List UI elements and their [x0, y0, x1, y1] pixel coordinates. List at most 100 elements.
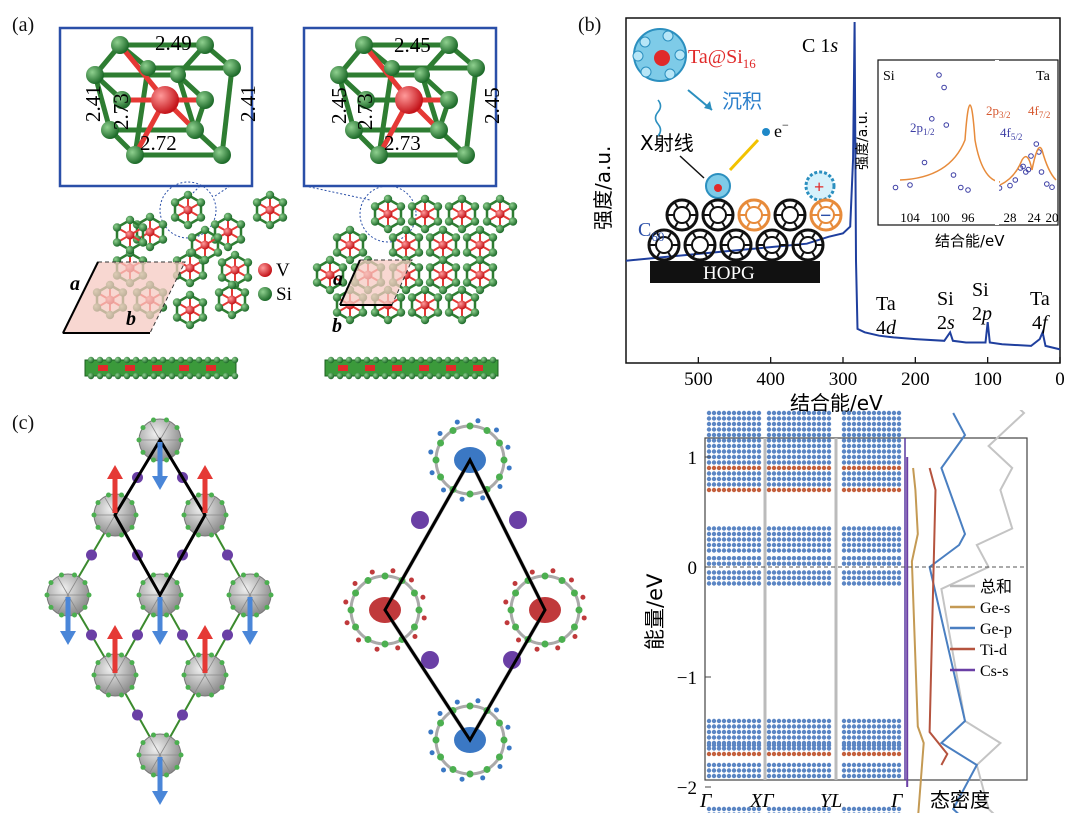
band-point [851, 718, 857, 724]
band-point [891, 487, 897, 493]
band-point [731, 570, 737, 575]
band-point [861, 581, 867, 586]
band-point [721, 806, 727, 812]
vector-b-label-2: b [332, 315, 342, 337]
band-point [801, 471, 807, 476]
band-point [741, 718, 747, 724]
band-point [806, 443, 812, 449]
band-point [741, 556, 747, 561]
band-point [816, 438, 822, 443]
band-point [706, 542, 712, 548]
si-atom [444, 293, 454, 302]
band-point [786, 476, 792, 482]
band-point [801, 542, 807, 548]
inset-si-point [965, 187, 971, 193]
band-point [716, 724, 722, 729]
v-atom [420, 300, 430, 310]
band-point [751, 432, 757, 438]
band-point [706, 531, 712, 537]
xray-label: X射线 [640, 131, 694, 155]
band-point [871, 542, 877, 548]
inset-ta-point [1044, 181, 1050, 187]
band-point [731, 768, 737, 773]
band-point [871, 768, 877, 773]
band-point [771, 773, 777, 779]
spin-down-arrow [152, 442, 168, 490]
band-point [771, 556, 777, 561]
band-point [786, 743, 792, 748]
band-point [741, 743, 747, 748]
band-point [706, 806, 712, 812]
band-point [811, 438, 817, 443]
band-point [871, 487, 877, 493]
band-point [756, 718, 762, 724]
cs-atom [86, 629, 97, 641]
band-point [796, 465, 802, 471]
band-point [721, 421, 727, 427]
band-point [886, 460, 892, 465]
band-point [886, 482, 892, 487]
band-point [776, 581, 782, 586]
panel-c: −2−101 能量/eV Γ XΓ YL Γ 态密度 总和Ge-sGe-pTi-… [44, 410, 1028, 813]
band-point [861, 416, 867, 421]
cs-atom [411, 511, 429, 529]
band-point [806, 438, 812, 443]
cs-atom [222, 629, 233, 641]
band-point [846, 542, 852, 548]
band-point [801, 773, 807, 779]
band-point [796, 542, 802, 548]
band-point [781, 542, 787, 548]
band-point [821, 735, 827, 740]
band-point [861, 454, 867, 460]
band-point [726, 471, 732, 476]
band-point [756, 762, 762, 768]
band-point [741, 482, 747, 487]
band-point [726, 454, 732, 460]
si-atom [425, 263, 435, 272]
band-point [751, 729, 757, 735]
band-point [816, 575, 822, 581]
si-atom [278, 213, 288, 222]
band-point [756, 735, 762, 740]
dos-curve [940, 410, 1026, 813]
si-atom [414, 263, 424, 272]
band-point [821, 570, 827, 575]
si-atom [396, 217, 406, 226]
band-point [801, 575, 807, 581]
si-atom [312, 278, 322, 287]
band-point [731, 556, 737, 561]
band-point [811, 482, 817, 487]
band-point [896, 762, 902, 768]
band-point [771, 548, 777, 553]
legend-label: Ge-s [980, 600, 1010, 617]
band-point [786, 416, 792, 421]
band-point [711, 548, 717, 553]
band-point [766, 421, 772, 427]
band-point [756, 773, 762, 779]
band-point [806, 537, 812, 542]
band-point [881, 575, 887, 581]
inset-fit-ta [999, 146, 1057, 186]
framework-charge-density [343, 418, 587, 782]
band-point [811, 746, 817, 751]
band-point [796, 556, 802, 561]
band-point [781, 427, 787, 432]
band-point [866, 762, 872, 768]
band-point [781, 487, 787, 493]
band-point [721, 575, 727, 581]
band-point [711, 743, 717, 748]
band-point [706, 548, 712, 553]
band-point [821, 460, 827, 465]
band-point [876, 743, 882, 748]
band-point [766, 454, 772, 460]
band-point [721, 443, 727, 449]
band-point [841, 751, 847, 757]
band-point [886, 746, 892, 751]
band-point [896, 460, 902, 465]
band-point [856, 465, 862, 471]
bond-length-left2-1: 2.73 [109, 93, 133, 130]
c1s-label: C 1s [802, 35, 838, 57]
band-point [891, 718, 897, 724]
si-atom [475, 255, 485, 265]
band-point [726, 581, 732, 586]
